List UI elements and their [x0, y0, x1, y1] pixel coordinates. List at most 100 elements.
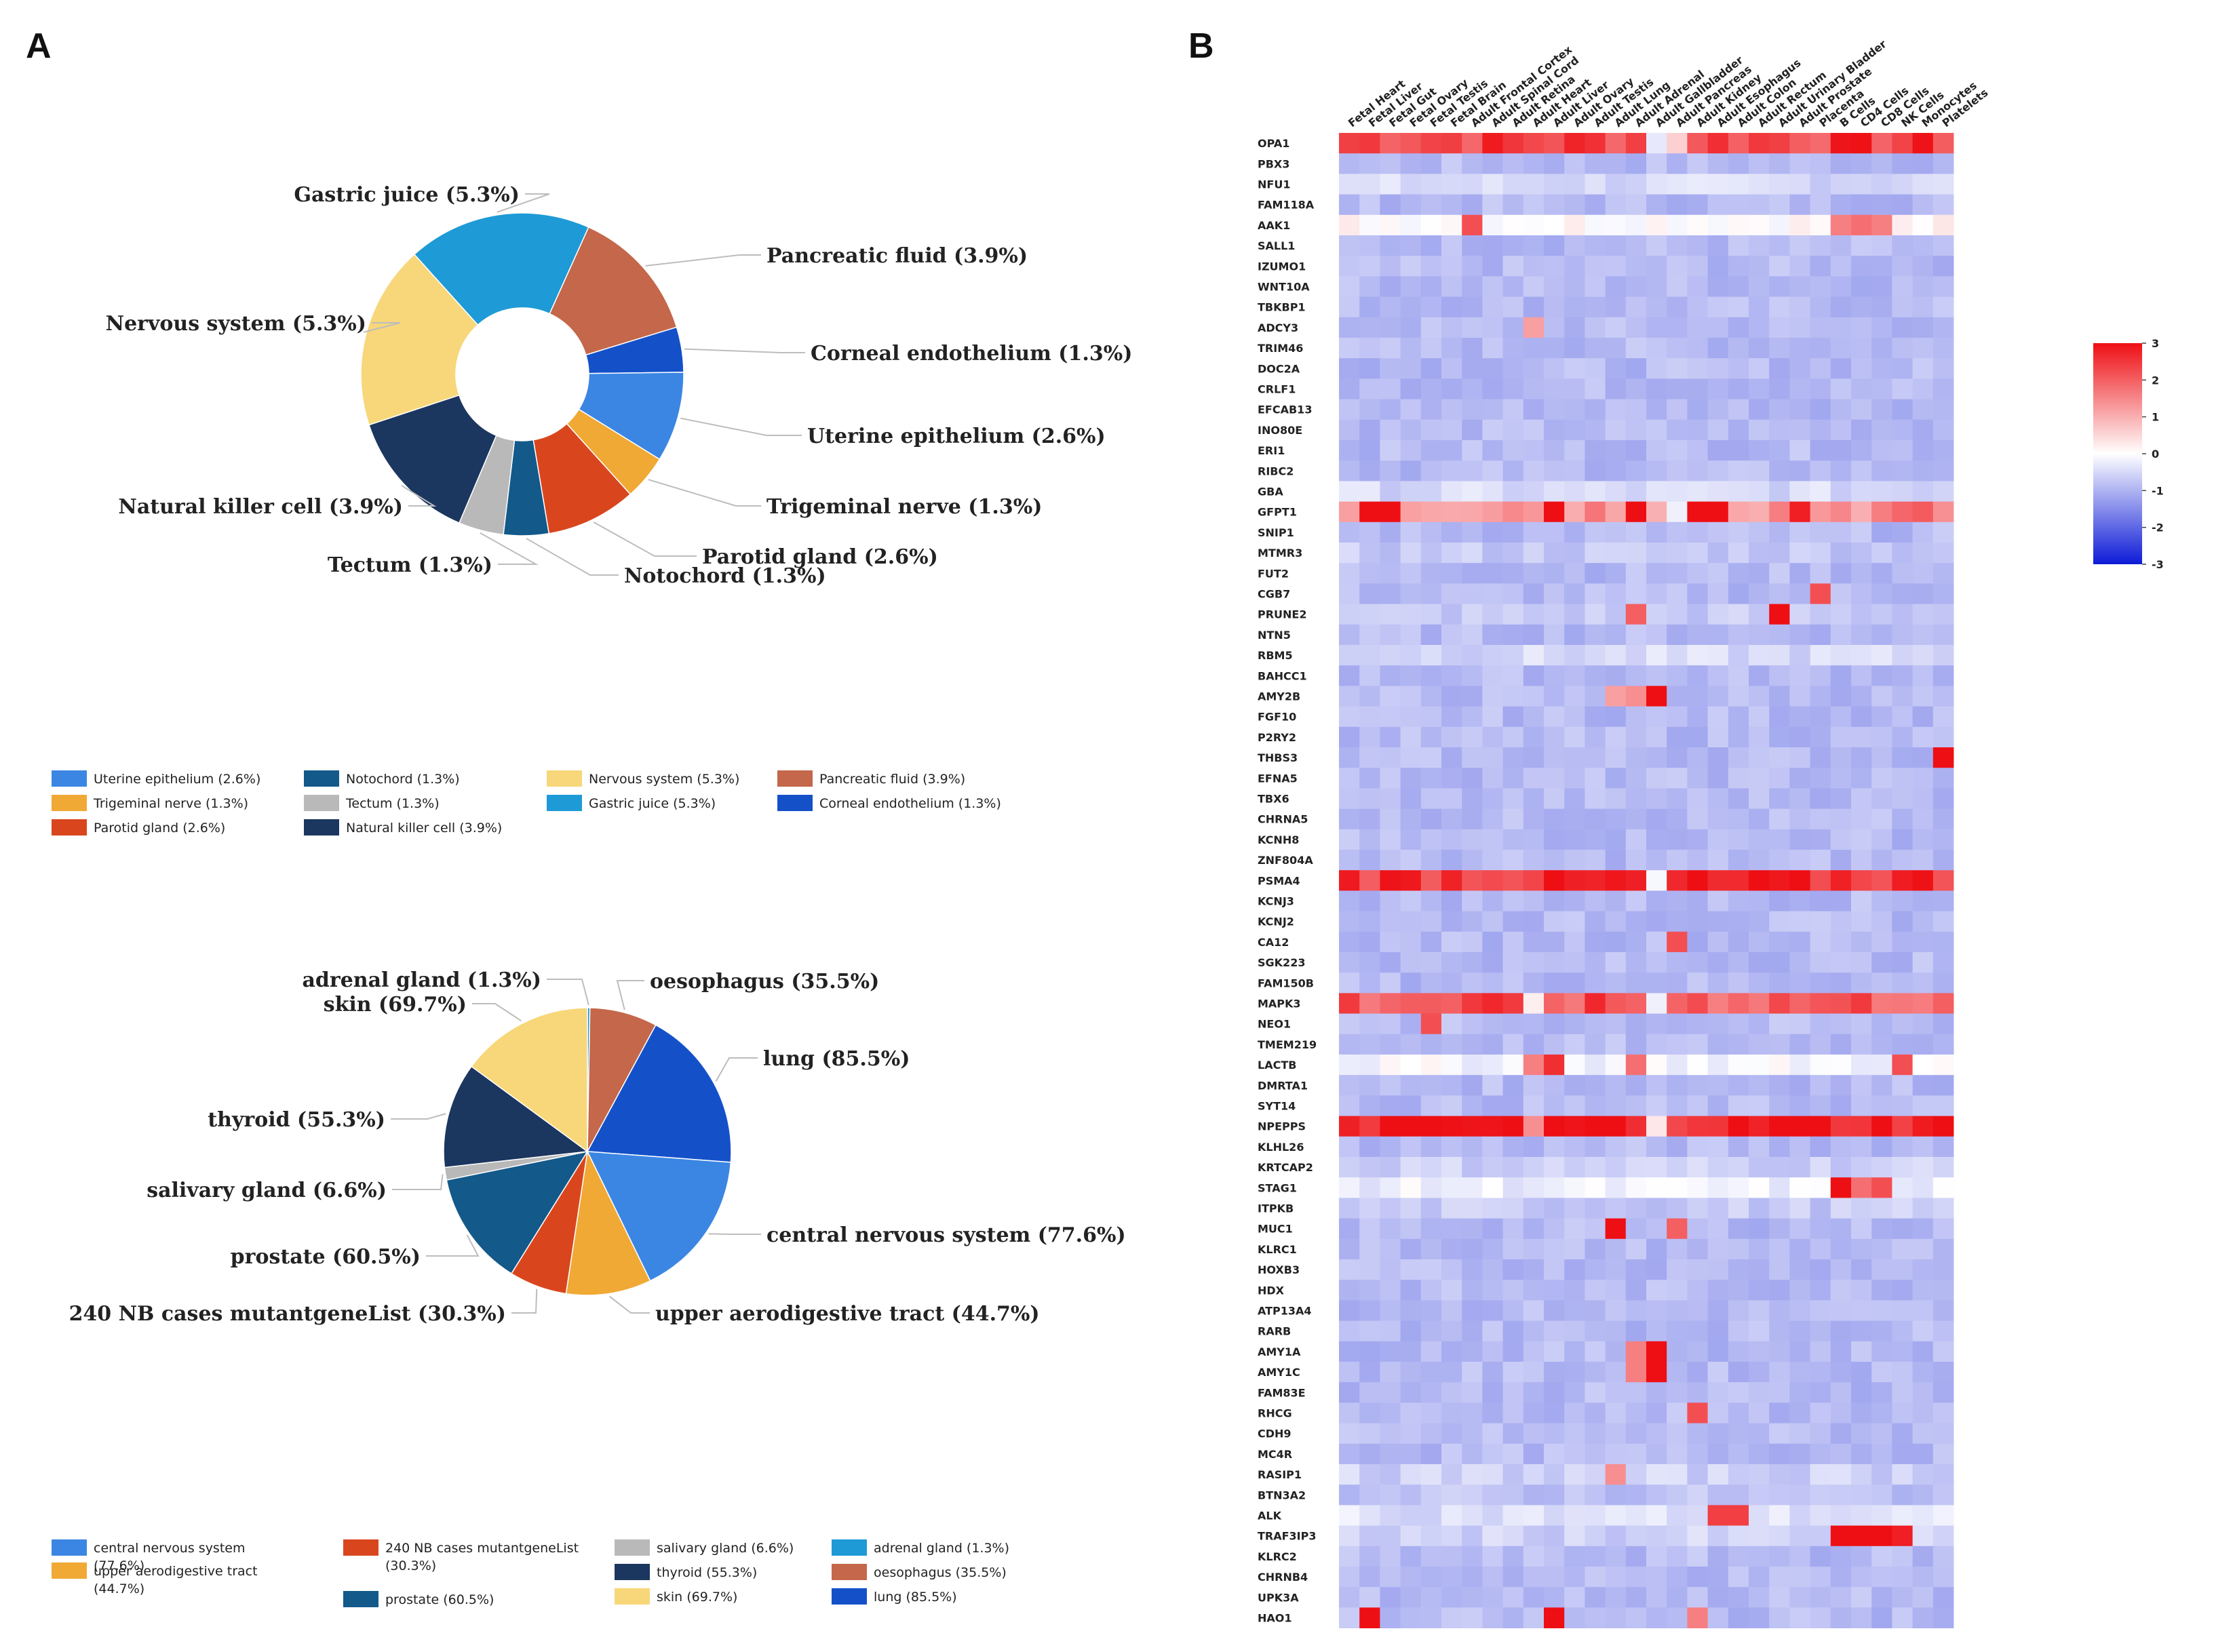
- heatmap-cell: [1380, 686, 1401, 707]
- heatmap-cell: [1789, 952, 1810, 973]
- heatmap-cell: [1707, 543, 1729, 564]
- heatmap-cell: [1420, 1300, 1442, 1321]
- heatmap-cell: [1605, 583, 1627, 604]
- heatmap-cell: [1605, 1116, 1627, 1137]
- heatmap-cell: [1749, 788, 1770, 809]
- heatmap-cell: [1544, 911, 1565, 932]
- heatmap-cell: [1441, 1567, 1462, 1588]
- heatmap-cell: [1892, 726, 1913, 748]
- slice-label-trigeminal-nerve: Trigeminal nerve (1.3%): [766, 495, 1042, 519]
- heatmap-cell: [1502, 563, 1524, 584]
- heatmap-cell: [1871, 1464, 1892, 1485]
- heatmap-cell: [1420, 440, 1442, 461]
- heatmap-cell: [1851, 1423, 1872, 1444]
- heatmap-cell: [1585, 645, 1606, 666]
- heatmap-cell: [1830, 931, 1852, 953]
- heatmap-cell: [1646, 235, 1667, 256]
- heatmap-cell: [1871, 1484, 1892, 1506]
- heatmap-cell: [1564, 460, 1585, 481]
- heatmap-cell: [1646, 358, 1667, 379]
- heatmap-cell: [1564, 1443, 1585, 1465]
- heatmap-cell: [1605, 1402, 1627, 1423]
- heatmap-cell: [1707, 1157, 1729, 1178]
- heatmap-cell: [1523, 256, 1545, 277]
- heatmap-cell: [1830, 1341, 1852, 1362]
- heatmap-cell: [1667, 1443, 1688, 1465]
- heatmap-cell: [1502, 829, 1524, 850]
- heatmap-cell: [1789, 911, 1810, 932]
- heatmap-cell: [1830, 686, 1852, 707]
- heatmap-cell: [1707, 1341, 1729, 1362]
- heatmap-cell: [1667, 1525, 1688, 1547]
- heatmap-cell: [1585, 317, 1606, 338]
- heatmap-cell: [1810, 1075, 1831, 1096]
- heatmap-cell: [1502, 1607, 1524, 1628]
- heatmap-cell: [1667, 1423, 1688, 1444]
- heatmap-cell: [1564, 686, 1585, 707]
- heatmap-cell: [1544, 1546, 1565, 1567]
- heatmap-cell: [1523, 1402, 1545, 1423]
- heatmap-cell: [1339, 1300, 1360, 1321]
- legend-swatch: [615, 1539, 650, 1556]
- heatmap-cell: [1380, 133, 1401, 154]
- heatmap-cell: [1830, 1238, 1852, 1260]
- row-label-alk: ALK: [1258, 1510, 1282, 1522]
- heatmap-cell: [1462, 911, 1483, 932]
- heatmap-cell: [1851, 1382, 1872, 1403]
- heatmap-cell: [1359, 1587, 1380, 1608]
- heatmap-cell: [1605, 1238, 1627, 1260]
- heatmap-cell: [1625, 1382, 1647, 1403]
- heatmap-cell: [1667, 174, 1688, 195]
- heatmap-cell: [1482, 604, 1503, 625]
- heatmap-cell: [1544, 563, 1565, 584]
- heatmap-cell: [1502, 870, 1524, 891]
- heatmap-cell: [1564, 317, 1585, 338]
- heatmap-cell: [1625, 1341, 1647, 1362]
- slice-natural-killer-cell: [368, 394, 497, 524]
- heatmap-cell: [1339, 460, 1360, 481]
- heatmap-cell: [1851, 1525, 1872, 1547]
- heatmap-cell: [1380, 1320, 1401, 1342]
- heatmap-cell: [1830, 174, 1852, 195]
- heatmap-cell: [1830, 1034, 1852, 1055]
- heatmap-cell: [1667, 870, 1688, 891]
- heatmap-cell: [1605, 1587, 1627, 1608]
- heatmap-cell: [1687, 1505, 1708, 1526]
- heatmap-cell: [1687, 133, 1708, 154]
- heatmap-cell: [1359, 952, 1380, 973]
- heatmap-cell: [1462, 645, 1483, 666]
- heatmap-cell: [1851, 1320, 1872, 1342]
- heatmap-cell: [1810, 399, 1831, 420]
- heatmap-cell: [1585, 829, 1606, 850]
- heatmap-cell: [1912, 993, 1934, 1014]
- heatmap-cell: [1462, 1238, 1483, 1260]
- heatmap-cell: [1789, 850, 1810, 871]
- heatmap-cell: [1544, 583, 1565, 604]
- heatmap-cell: [1482, 358, 1503, 379]
- heatmap-cell: [1400, 460, 1422, 481]
- heatmap-cell: [1810, 358, 1831, 379]
- heatmap-cell: [1871, 399, 1892, 420]
- heatmap-cell: [1585, 194, 1606, 216]
- heatmap-cell: [1871, 1341, 1892, 1362]
- heatmap-cell: [1851, 214, 1872, 236]
- row-label-cgb7: CGB7: [1258, 588, 1290, 601]
- heatmap-cell: [1892, 1238, 1913, 1260]
- heatmap-cell: [1400, 563, 1422, 584]
- heatmap-cell: [1441, 890, 1462, 911]
- heatmap-cell: [1564, 829, 1585, 850]
- heatmap-cell: [1441, 706, 1462, 728]
- heatmap-cell: [1605, 1362, 1627, 1383]
- heatmap-cell: [1585, 563, 1606, 584]
- heatmap-cell: [1482, 1198, 1503, 1219]
- heatmap-cell: [1769, 850, 1790, 871]
- heatmap-cell: [1400, 256, 1422, 277]
- heatmap-cell: [1687, 317, 1708, 338]
- heatmap-cell: [1769, 911, 1790, 932]
- heatmap-cell: [1851, 153, 1872, 174]
- heatmap-cell: [1871, 624, 1892, 646]
- heatmap-cell: [1420, 1546, 1442, 1567]
- row-label-syt14: SYT14: [1258, 1100, 1296, 1113]
- heatmap-cell: [1851, 378, 1872, 399]
- heatmap-cell: [1462, 972, 1483, 994]
